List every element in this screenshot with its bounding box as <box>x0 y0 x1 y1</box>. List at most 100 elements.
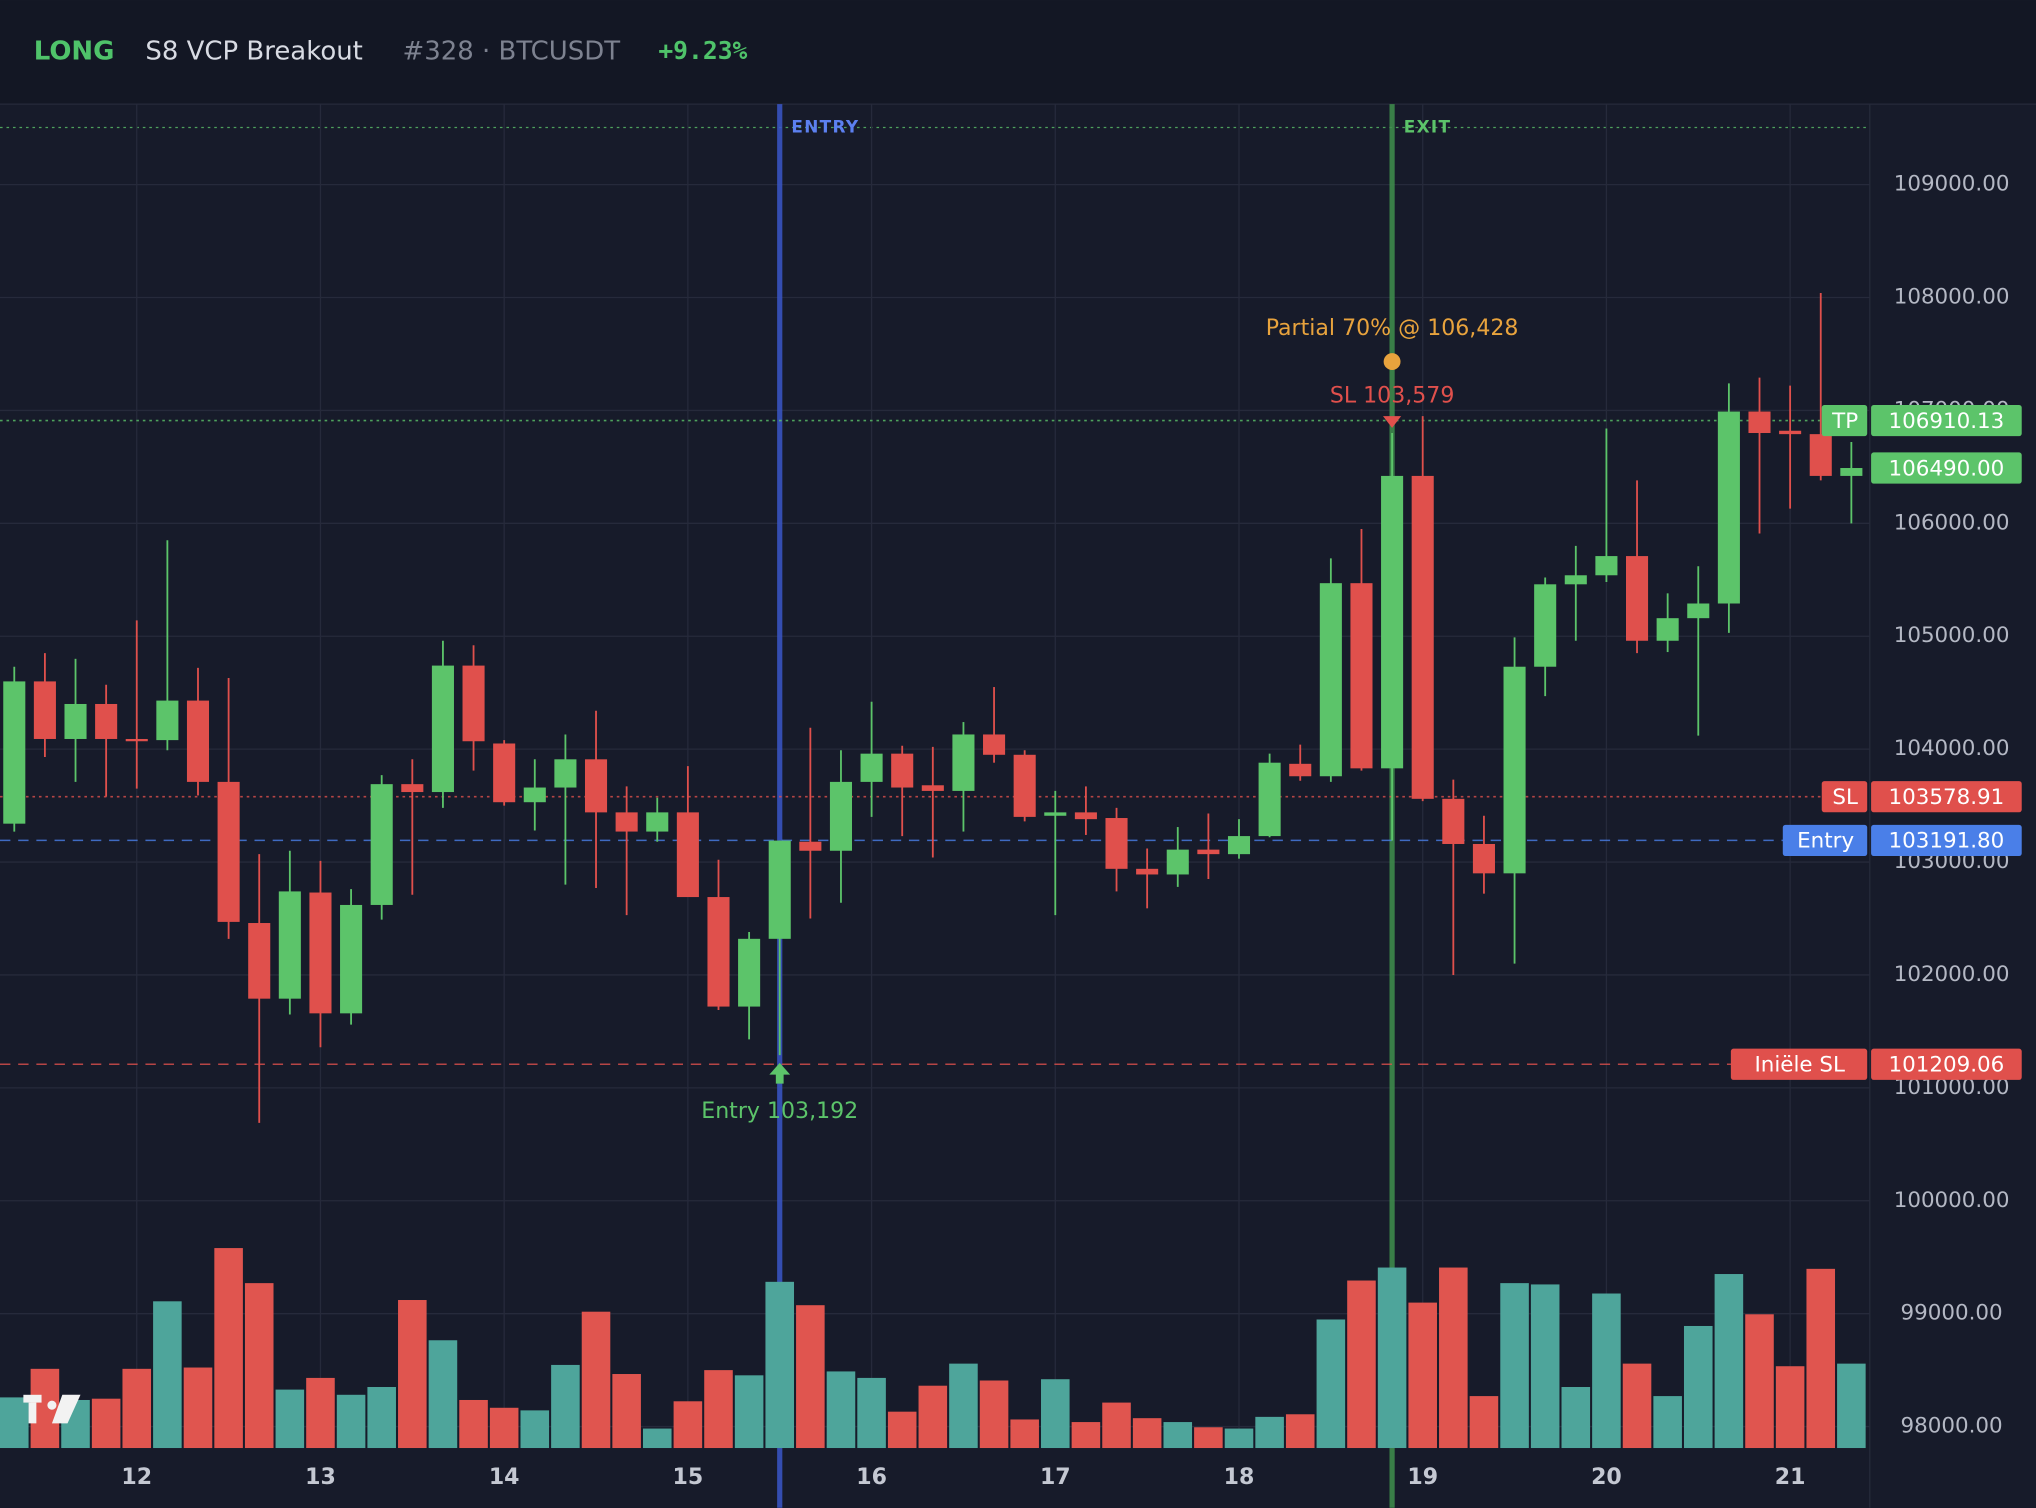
candle-body <box>217 781 240 922</box>
volume-bar <box>275 1389 305 1449</box>
volume-bar <box>1745 1314 1774 1449</box>
marker-dot <box>1383 353 1401 371</box>
candle-body <box>799 841 822 851</box>
x-tick-label: 13 <box>305 1465 336 1490</box>
y-tick-label: 106000.00 <box>1894 510 2010 535</box>
level-price-label: 103578.91 <box>1889 785 2005 810</box>
y-tick-label: 102000.00 <box>1894 962 2010 987</box>
trade-vline-label: ENTRY <box>791 116 859 136</box>
level-price-label: 106910.13 <box>1889 409 2005 434</box>
y-tick-label: 99000.00 <box>1901 1301 2003 1326</box>
candle-body <box>370 784 393 905</box>
volume-bar <box>91 1398 121 1449</box>
volume-bar <box>1775 1366 1805 1449</box>
candle-body <box>952 734 975 791</box>
volume-bar <box>1683 1325 1713 1449</box>
level-tag-label: TP <box>1831 409 1858 434</box>
candle-body <box>340 904 363 1014</box>
candle-body <box>1442 798 1465 844</box>
volume-bar <box>1347 1280 1376 1449</box>
volume-bar <box>367 1387 396 1449</box>
candle-body <box>156 700 179 741</box>
volume-bar <box>244 1283 274 1449</box>
candle-body <box>493 743 516 803</box>
header-bar <box>0 0 2036 105</box>
volume-bar <box>1714 1274 1744 1449</box>
volume-bar <box>1194 1427 1223 1449</box>
trade-vline <box>777 104 783 1508</box>
candle-body <box>1105 818 1128 869</box>
level-price-label: 101209.06 <box>1889 1053 2005 1078</box>
candle-body <box>1625 556 1649 641</box>
candle-body <box>1840 468 1863 476</box>
candle-body <box>431 665 454 793</box>
candle-body <box>1197 849 1220 855</box>
level-price-box <box>1871 1048 2022 1080</box>
volume-bar <box>520 1410 550 1449</box>
level-tag-box <box>1782 824 1868 856</box>
candle-body <box>523 787 546 803</box>
trade-pnl: +9.23% <box>658 36 747 65</box>
candle-body <box>278 891 301 999</box>
level-tag-box <box>1730 1048 1868 1080</box>
x-tick-label: 21 <box>1775 1465 1806 1490</box>
candle-body <box>1534 584 1557 667</box>
volume-bar <box>1806 1268 1836 1449</box>
volume-bar <box>918 1385 948 1449</box>
candle-body <box>1044 812 1067 816</box>
logo <box>23 1394 81 1424</box>
level-price-box <box>1871 404 2022 437</box>
candle-body <box>1748 411 1771 434</box>
volume-bar <box>1285 1414 1315 1449</box>
volume-bar <box>1439 1267 1468 1449</box>
candle-body <box>64 703 87 739</box>
volume-bar <box>306 1377 335 1449</box>
candle-body <box>707 897 730 1007</box>
candle-body <box>1136 868 1159 875</box>
volume-bar <box>857 1377 886 1449</box>
candle-body <box>1656 618 1679 641</box>
candle-body <box>860 753 883 782</box>
y-tick-label: 108000.00 <box>1894 285 2010 310</box>
volume-bar <box>459 1399 488 1449</box>
level-tag-label: SL <box>1832 785 1858 810</box>
candle-body <box>738 938 761 1007</box>
candle-body <box>3 681 26 824</box>
candle-body <box>676 812 699 898</box>
plot: ENTRY EXIT Entry 103,192 SL 103,579 Partial … <box>0 104 2022 1508</box>
volume-bar <box>765 1281 795 1449</box>
candle-body <box>1595 556 1618 576</box>
volume-bar <box>398 1300 427 1449</box>
volume-bar <box>336 1394 366 1449</box>
y-tick-label: 98000.00 <box>1901 1414 2003 1439</box>
volume-bar <box>551 1364 580 1449</box>
volume-bar <box>1010 1419 1039 1449</box>
x-tick-label: 20 <box>1591 1465 1622 1490</box>
candle-body <box>1717 411 1740 604</box>
level-price-box <box>1871 824 2022 856</box>
y-tick-label: 100000.00 <box>1894 1188 2010 1213</box>
level-price-label: 106490.00 <box>1889 456 2005 481</box>
marker-arrow <box>769 1062 791 1084</box>
volume-bar <box>1530 1284 1560 1449</box>
volume-bar <box>1132 1418 1162 1449</box>
x-tick-label: 14 <box>489 1465 520 1490</box>
strategy-name: S8 VCP Breakout <box>145 37 362 67</box>
volume-bar <box>979 1380 1009 1449</box>
x-tick-label: 18 <box>1224 1465 1255 1490</box>
candle-body <box>1289 763 1312 777</box>
volume-bar <box>1316 1319 1346 1449</box>
volume-bar <box>1255 1416 1284 1449</box>
candle-body <box>248 923 271 999</box>
candle-body <box>646 812 669 832</box>
level-tag-label: Entry <box>1797 829 1854 854</box>
candle-body <box>615 812 638 832</box>
x-tick-label: 12 <box>121 1465 152 1490</box>
volume-bar <box>122 1368 152 1449</box>
candle-body <box>1166 849 1189 875</box>
volume-bar <box>796 1305 825 1449</box>
volume-bar <box>734 1375 764 1449</box>
volume-bar <box>887 1411 917 1449</box>
